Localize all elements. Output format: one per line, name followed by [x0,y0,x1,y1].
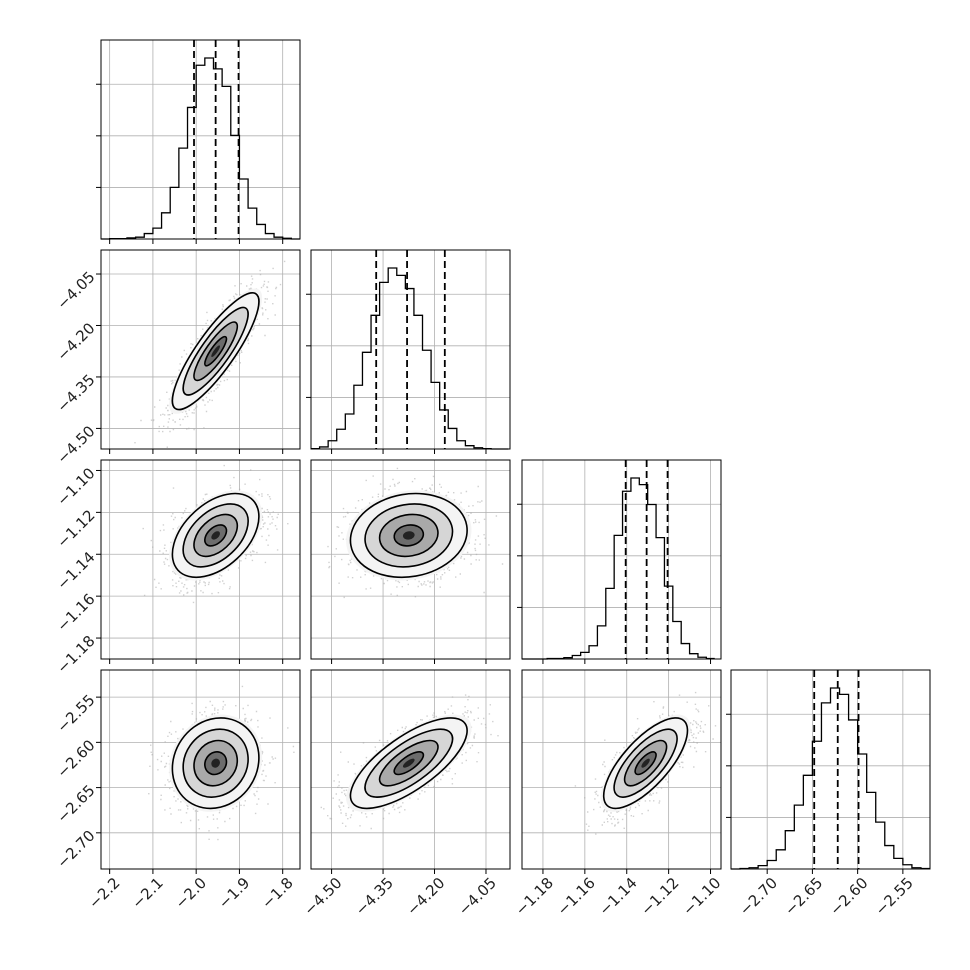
contour-line [378,513,439,558]
density-shade [402,531,415,540]
x-tick-label: −4.20 [403,874,448,919]
contour-line [623,739,668,787]
histogram-step [731,687,930,870]
panel-3-3 [731,670,930,870]
panel-0-3 [101,670,300,869]
x-tick-label: −2.1 [128,874,166,912]
y-tick-label: −1.10 [53,464,98,509]
contour-line [349,717,468,810]
y-tick-label: −4.05 [53,268,98,313]
panel-1-1 [311,250,510,450]
contour-line [364,728,454,798]
panel-1-2 [311,460,510,659]
y-tick-label: −2.55 [53,691,98,736]
contour-line [193,321,239,382]
y-tick-label: −1.12 [53,506,98,551]
x-tick-label: −4.50 [300,874,345,919]
panel-2-3 [522,670,721,869]
contour-line [349,492,468,579]
x-tick-label: −4.05 [455,874,500,919]
panel-0-2 [101,460,300,659]
x-tick-label: −2.65 [781,874,826,919]
panel-frame [310,249,511,450]
contour-line [182,306,249,396]
x-tick-label: −2.70 [736,874,781,919]
contour-line [204,524,228,547]
panel-1-3 [311,670,510,869]
y-tick-label: −4.20 [53,319,98,364]
panel-frame [730,669,931,870]
y-tick-label: −1.18 [53,632,98,677]
panel-frame [100,249,301,450]
x-tick-label: −4.35 [352,874,397,919]
contour-line [171,717,260,810]
contour-line [602,717,689,810]
x-tick-label: −2.60 [826,874,871,919]
density-shade [641,758,650,768]
contour-line [364,503,454,568]
y-tick-label: −1.14 [53,548,98,593]
panel-0-1 [101,250,300,449]
histogram-step [311,267,509,450]
density-shade [211,531,220,540]
x-tick-label: −1.18 [512,874,557,919]
histogram-step [522,477,715,660]
contour-line [634,751,657,776]
x-tick-label: −2.2 [85,874,123,912]
contour-line [193,739,239,787]
panel-frame [310,459,511,660]
x-tick-label: −2.55 [872,874,917,919]
y-tick-label: −2.70 [53,827,98,872]
contour-line [204,751,228,776]
contour-line [613,728,678,798]
contour-line [393,751,425,776]
x-tick-label: −1.14 [595,874,640,919]
y-tick-label: −1.16 [53,590,98,635]
density-shade [211,758,220,768]
panel-frame [521,459,722,660]
histogram-step [101,57,300,240]
y-tick-label: −4.50 [53,422,98,467]
panel-frame [100,39,301,240]
contour-line [204,335,228,367]
x-tick-label: −1.10 [679,874,724,919]
panel-frame [310,669,511,870]
contour-line [393,524,425,547]
x-tick-label: −1.9 [215,874,253,912]
density-shade [211,345,220,358]
density-shade [402,758,415,768]
y-tick-label: −4.35 [53,371,98,416]
contour-line [378,739,439,787]
contour-line [182,503,249,568]
panel-0-0 [101,40,300,240]
contour-line [171,492,260,579]
panel-2-2 [522,460,721,660]
x-tick-label: −1.16 [554,874,599,919]
panel-frame [100,459,301,660]
contour-line [171,292,260,411]
x-tick-label: −2.0 [172,874,210,912]
x-tick-label: −1.8 [258,874,296,912]
x-tick-label: −1.12 [637,874,682,919]
panel-frame [521,669,722,870]
y-tick-label: −2.60 [53,736,98,781]
contour-line [182,728,249,798]
contour-line [193,513,239,558]
panel-frame [100,669,301,870]
y-tick-label: −2.65 [53,781,98,826]
